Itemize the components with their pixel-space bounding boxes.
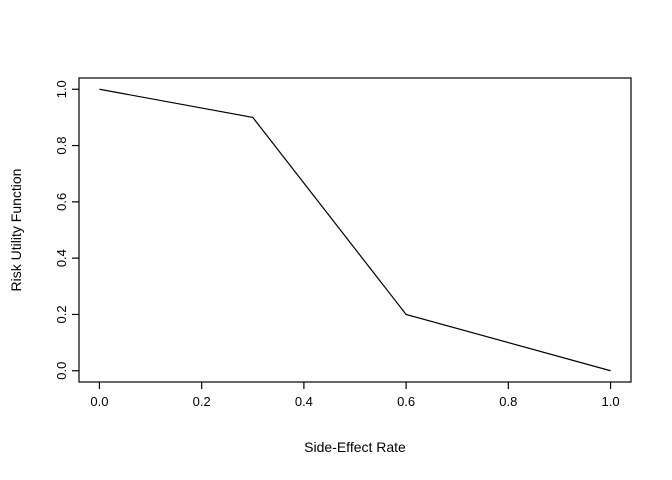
y-axis-title: Risk Utility Function bbox=[8, 169, 24, 292]
x-tick-label: 0.8 bbox=[499, 394, 517, 409]
y-tick-label: 0.6 bbox=[54, 193, 69, 211]
y-tick-label: 0.2 bbox=[54, 305, 69, 323]
y-tick-label: 0.0 bbox=[54, 362, 69, 380]
x-tick-label: 0.6 bbox=[397, 394, 415, 409]
x-axis-title: Side-Effect Rate bbox=[304, 439, 406, 455]
x-tick-label: 0.0 bbox=[90, 394, 108, 409]
y-tick-label: 0.4 bbox=[54, 249, 69, 267]
x-tick-label: 1.0 bbox=[602, 394, 620, 409]
x-tick-label: 0.4 bbox=[295, 394, 313, 409]
plot-box bbox=[78, 77, 632, 383]
y-tick-label: 0.8 bbox=[54, 137, 69, 155]
series-line-risk-utility-function bbox=[99, 88, 611, 372]
y-tick-label: 1.0 bbox=[54, 80, 69, 98]
x-tick-label: 0.2 bbox=[193, 394, 211, 409]
